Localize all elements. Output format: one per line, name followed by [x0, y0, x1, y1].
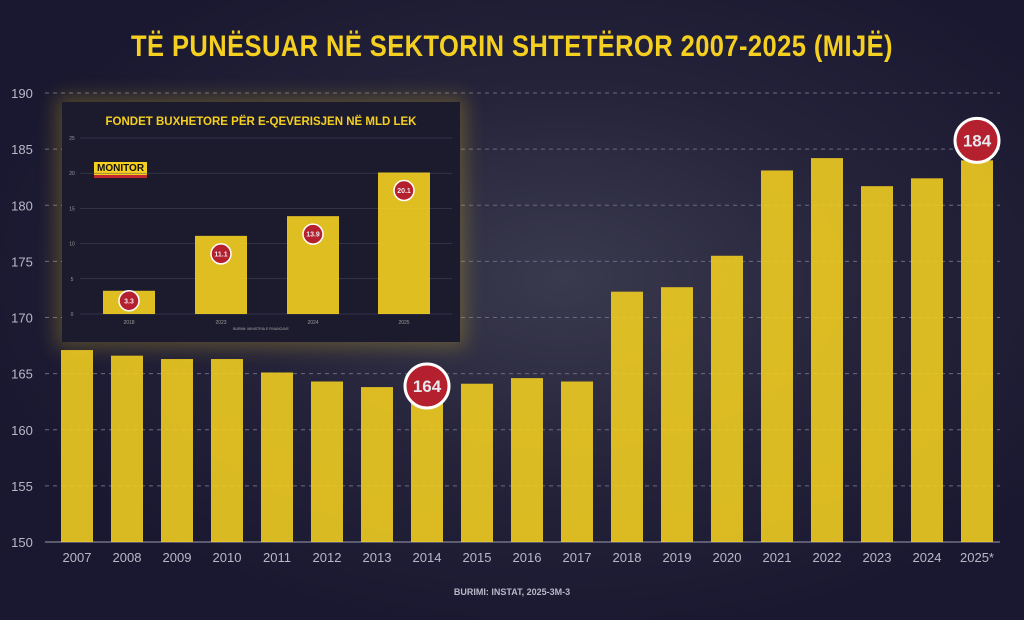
- value-label: 184: [963, 131, 992, 150]
- x-tick-label: 2012: [313, 550, 342, 565]
- x-tick-label: 2008: [113, 550, 142, 565]
- bar-2009: [161, 359, 193, 542]
- y-tick-label: 155: [11, 479, 33, 494]
- bar-2015: [461, 383, 493, 542]
- x-tick-label: 2010: [213, 550, 242, 565]
- bar-2012: [311, 381, 343, 542]
- bar-2019: [661, 287, 693, 542]
- inset-x-tick: 2023: [215, 320, 226, 326]
- value-badge: [210, 243, 232, 265]
- inset-x-tick: 2024: [307, 320, 318, 326]
- y-tick-label: 150: [11, 535, 33, 550]
- value-label: 11.1: [214, 251, 227, 258]
- value-badge: [403, 362, 451, 410]
- x-tick-label: 2013: [363, 550, 392, 565]
- y-tick-label: 185: [11, 142, 33, 157]
- y-tick-label: 190: [11, 86, 33, 101]
- inset-y-tick: 5: [71, 277, 74, 283]
- bar-2007: [61, 350, 93, 542]
- inset-y-tick: 25: [69, 136, 75, 142]
- inset-y-tick: 20: [69, 171, 75, 177]
- bar-2022: [811, 158, 843, 543]
- x-tick-label: 2007: [63, 550, 92, 565]
- bar-2020: [711, 255, 743, 542]
- x-tick-label: 2016: [513, 550, 542, 565]
- x-tick-label: 2018: [613, 550, 642, 565]
- inset-x-tick: 2018: [123, 320, 134, 326]
- bar-2008: [111, 355, 143, 542]
- monitor-logo: MONITOR: [94, 162, 148, 178]
- inset-y-tick: 15: [69, 206, 75, 212]
- y-tick-label: 160: [11, 423, 33, 438]
- bar-2021: [761, 170, 793, 542]
- chart-title: TË PUNËSUAR NË SEKTORIN SHTETËROR 2007-2…: [131, 30, 893, 63]
- x-tick-label: 2011: [263, 550, 291, 565]
- value-badge: [953, 116, 1001, 164]
- bar-2014: [411, 385, 443, 542]
- inset-chart: FONDET BUXHETORE PËR E-QEVERISJEN NË MLD…: [62, 102, 460, 342]
- inset-plot: 051015202520183.3202311.1202413.9202520.…: [69, 136, 452, 326]
- x-tick-label: 2023: [863, 550, 892, 565]
- y-tick-label: 180: [11, 198, 33, 213]
- inset-x-tick: 2025: [398, 320, 409, 326]
- x-tick-label: 2017: [563, 550, 592, 565]
- value-badge: [393, 179, 415, 202]
- y-tick-label: 175: [11, 254, 33, 269]
- bar-2016: [511, 378, 543, 542]
- value-label: 3.3: [124, 298, 134, 305]
- inset-title: FONDET BUXHETORE PËR E-QEVERISJEN NË MLD…: [105, 116, 417, 128]
- inset-y-tick: 0: [71, 312, 74, 318]
- x-tick-label: 2019: [663, 550, 692, 565]
- bar-2010: [211, 359, 243, 542]
- x-tick-label: 2014: [413, 550, 442, 565]
- bar-2024: [911, 178, 943, 542]
- bar-2011: [261, 372, 293, 542]
- bar-2018: [611, 291, 643, 542]
- x-tick-label: 2009: [163, 550, 192, 565]
- x-tick-label: 2025*: [960, 550, 994, 565]
- x-tick-label: 2024: [913, 550, 942, 565]
- x-tick-label: 2022: [813, 550, 842, 565]
- bar-2017: [561, 381, 593, 542]
- value-badge: [302, 223, 324, 245]
- bar-2025*: [961, 160, 993, 542]
- value-label: 164: [413, 377, 442, 396]
- bar-2013: [361, 387, 393, 542]
- value-badge: [118, 290, 140, 312]
- inset-source: BURIMI: MINISTRIA E FINANCAVE: [233, 327, 289, 331]
- x-tick-label: 2021: [763, 550, 792, 565]
- chart-source: BURIMI: INSTAT, 2025-3M-3: [453, 587, 571, 597]
- y-tick-label: 170: [11, 311, 33, 326]
- inset-y-tick: 10: [69, 242, 75, 248]
- bar-2023: [861, 186, 893, 543]
- x-tick-label: 2015: [463, 550, 492, 565]
- value-label: 13.9: [306, 232, 320, 239]
- x-tick-label: 2020: [713, 550, 742, 565]
- value-label: 20.1: [397, 188, 411, 195]
- y-tick-label: 165: [11, 367, 33, 382]
